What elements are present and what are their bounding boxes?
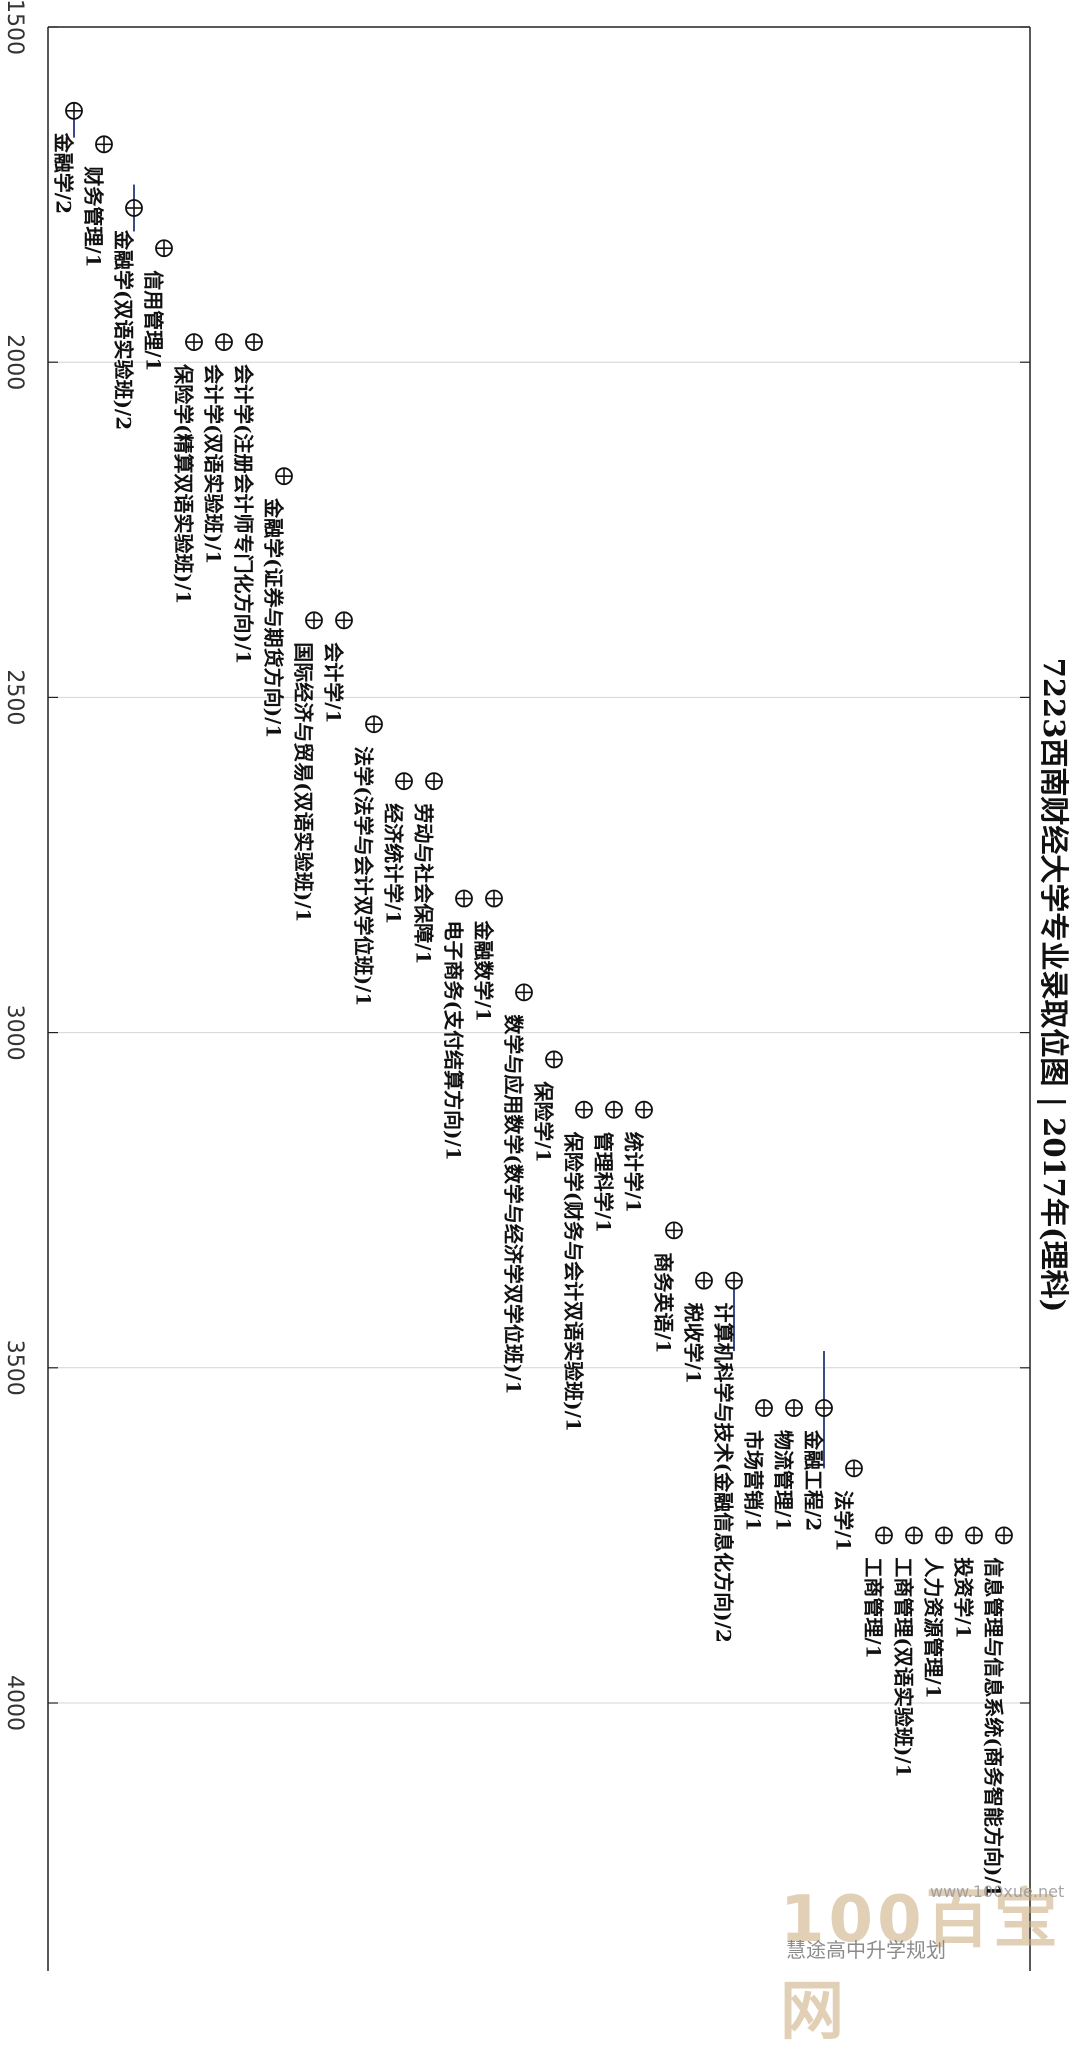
point-label-5: 保险学(精算双语实验班)/1 — [172, 363, 196, 604]
point-label-28: 工商管理/1 — [862, 1557, 886, 1658]
watermark: 100百宝网 www.100xue.net 慧途高中升学规划 — [780, 1868, 1070, 2049]
point-label-9: 国际经济与贸易(双语实验班)/1 — [292, 642, 316, 922]
point-label-14: 电子商务(支付结算方向)/1 — [442, 921, 466, 1161]
point-label-13: 劳动与社会保障/1 — [412, 803, 436, 964]
point-label-10: 会计学/1 — [322, 642, 346, 723]
tick-label-2000: 2000 — [2, 334, 27, 390]
point-label-21: 商务英语/1 — [652, 1252, 676, 1353]
point-label-4: 信用管理/1 — [142, 270, 166, 371]
watermark-account: 慧途高中升学规划 — [786, 1938, 946, 1962]
tick-label-2500: 2500 — [2, 669, 27, 725]
point-label-22: 税收学/1 — [682, 1303, 706, 1384]
tick-label-3500: 3500 — [2, 1340, 27, 1396]
tick-label-1500: 1500 — [2, 0, 27, 55]
point-label-19: 管理科学/1 — [592, 1132, 616, 1233]
tick-label-4000: 4000 — [2, 1675, 27, 1731]
point-label-2: 财务管理/1 — [82, 166, 106, 267]
point-label-23: 计算机科学与技术(金融信息化方向)/2 — [712, 1303, 736, 1643]
point-label-6: 会计学(双语实验班)/1 — [202, 364, 226, 564]
point-label-30: 人力资源管理/1 — [922, 1557, 946, 1698]
point-label-16: 数学与应用数学(数学与经济学双学位班)/1 — [502, 1014, 526, 1394]
point-label-3: 金融学(双语实验班)/2 — [112, 229, 136, 430]
point-label-25: 物流管理/1 — [772, 1430, 796, 1531]
point-label-29: 工商管理(双语实验班)/1 — [892, 1557, 916, 1777]
point-label-18: 保险学(财务与会计双语实验班)/1 — [562, 1131, 586, 1432]
point-label-20: 统计学/1 — [622, 1132, 646, 1213]
point-label-1: 金融学/2 — [52, 132, 76, 214]
point-label-24: 市场营销/1 — [742, 1430, 766, 1531]
point-label-11: 法学(法学与会计双学位班)/1 — [352, 746, 376, 1006]
point-label-27: 法学/1 — [832, 1490, 856, 1551]
tick-label-3000: 3000 — [2, 1005, 27, 1061]
point-label-12: 经济统计学/1 — [382, 803, 406, 924]
point-label-7: 会计学(注册会计师专门化方向)/1 — [232, 364, 256, 664]
point-label-15: 金融数学/1 — [472, 920, 496, 1022]
chart-title: 7223西南财经大学专业录取位图 | 2017年(理科) — [1037, 658, 1071, 1313]
watermark-url: www.100xue.net — [930, 1882, 1065, 1901]
point-label-17: 保险学/1 — [532, 1080, 556, 1162]
point-label-31: 投资学/1 — [952, 1557, 976, 1638]
point-label-8: 金融学(证券与期货方向)/1 — [262, 497, 286, 738]
point-label-32: 信息管理与信息系统(商务智能方向)/1 — [982, 1557, 1006, 1897]
point-label-26: 金融工程/2 — [802, 1429, 826, 1531]
